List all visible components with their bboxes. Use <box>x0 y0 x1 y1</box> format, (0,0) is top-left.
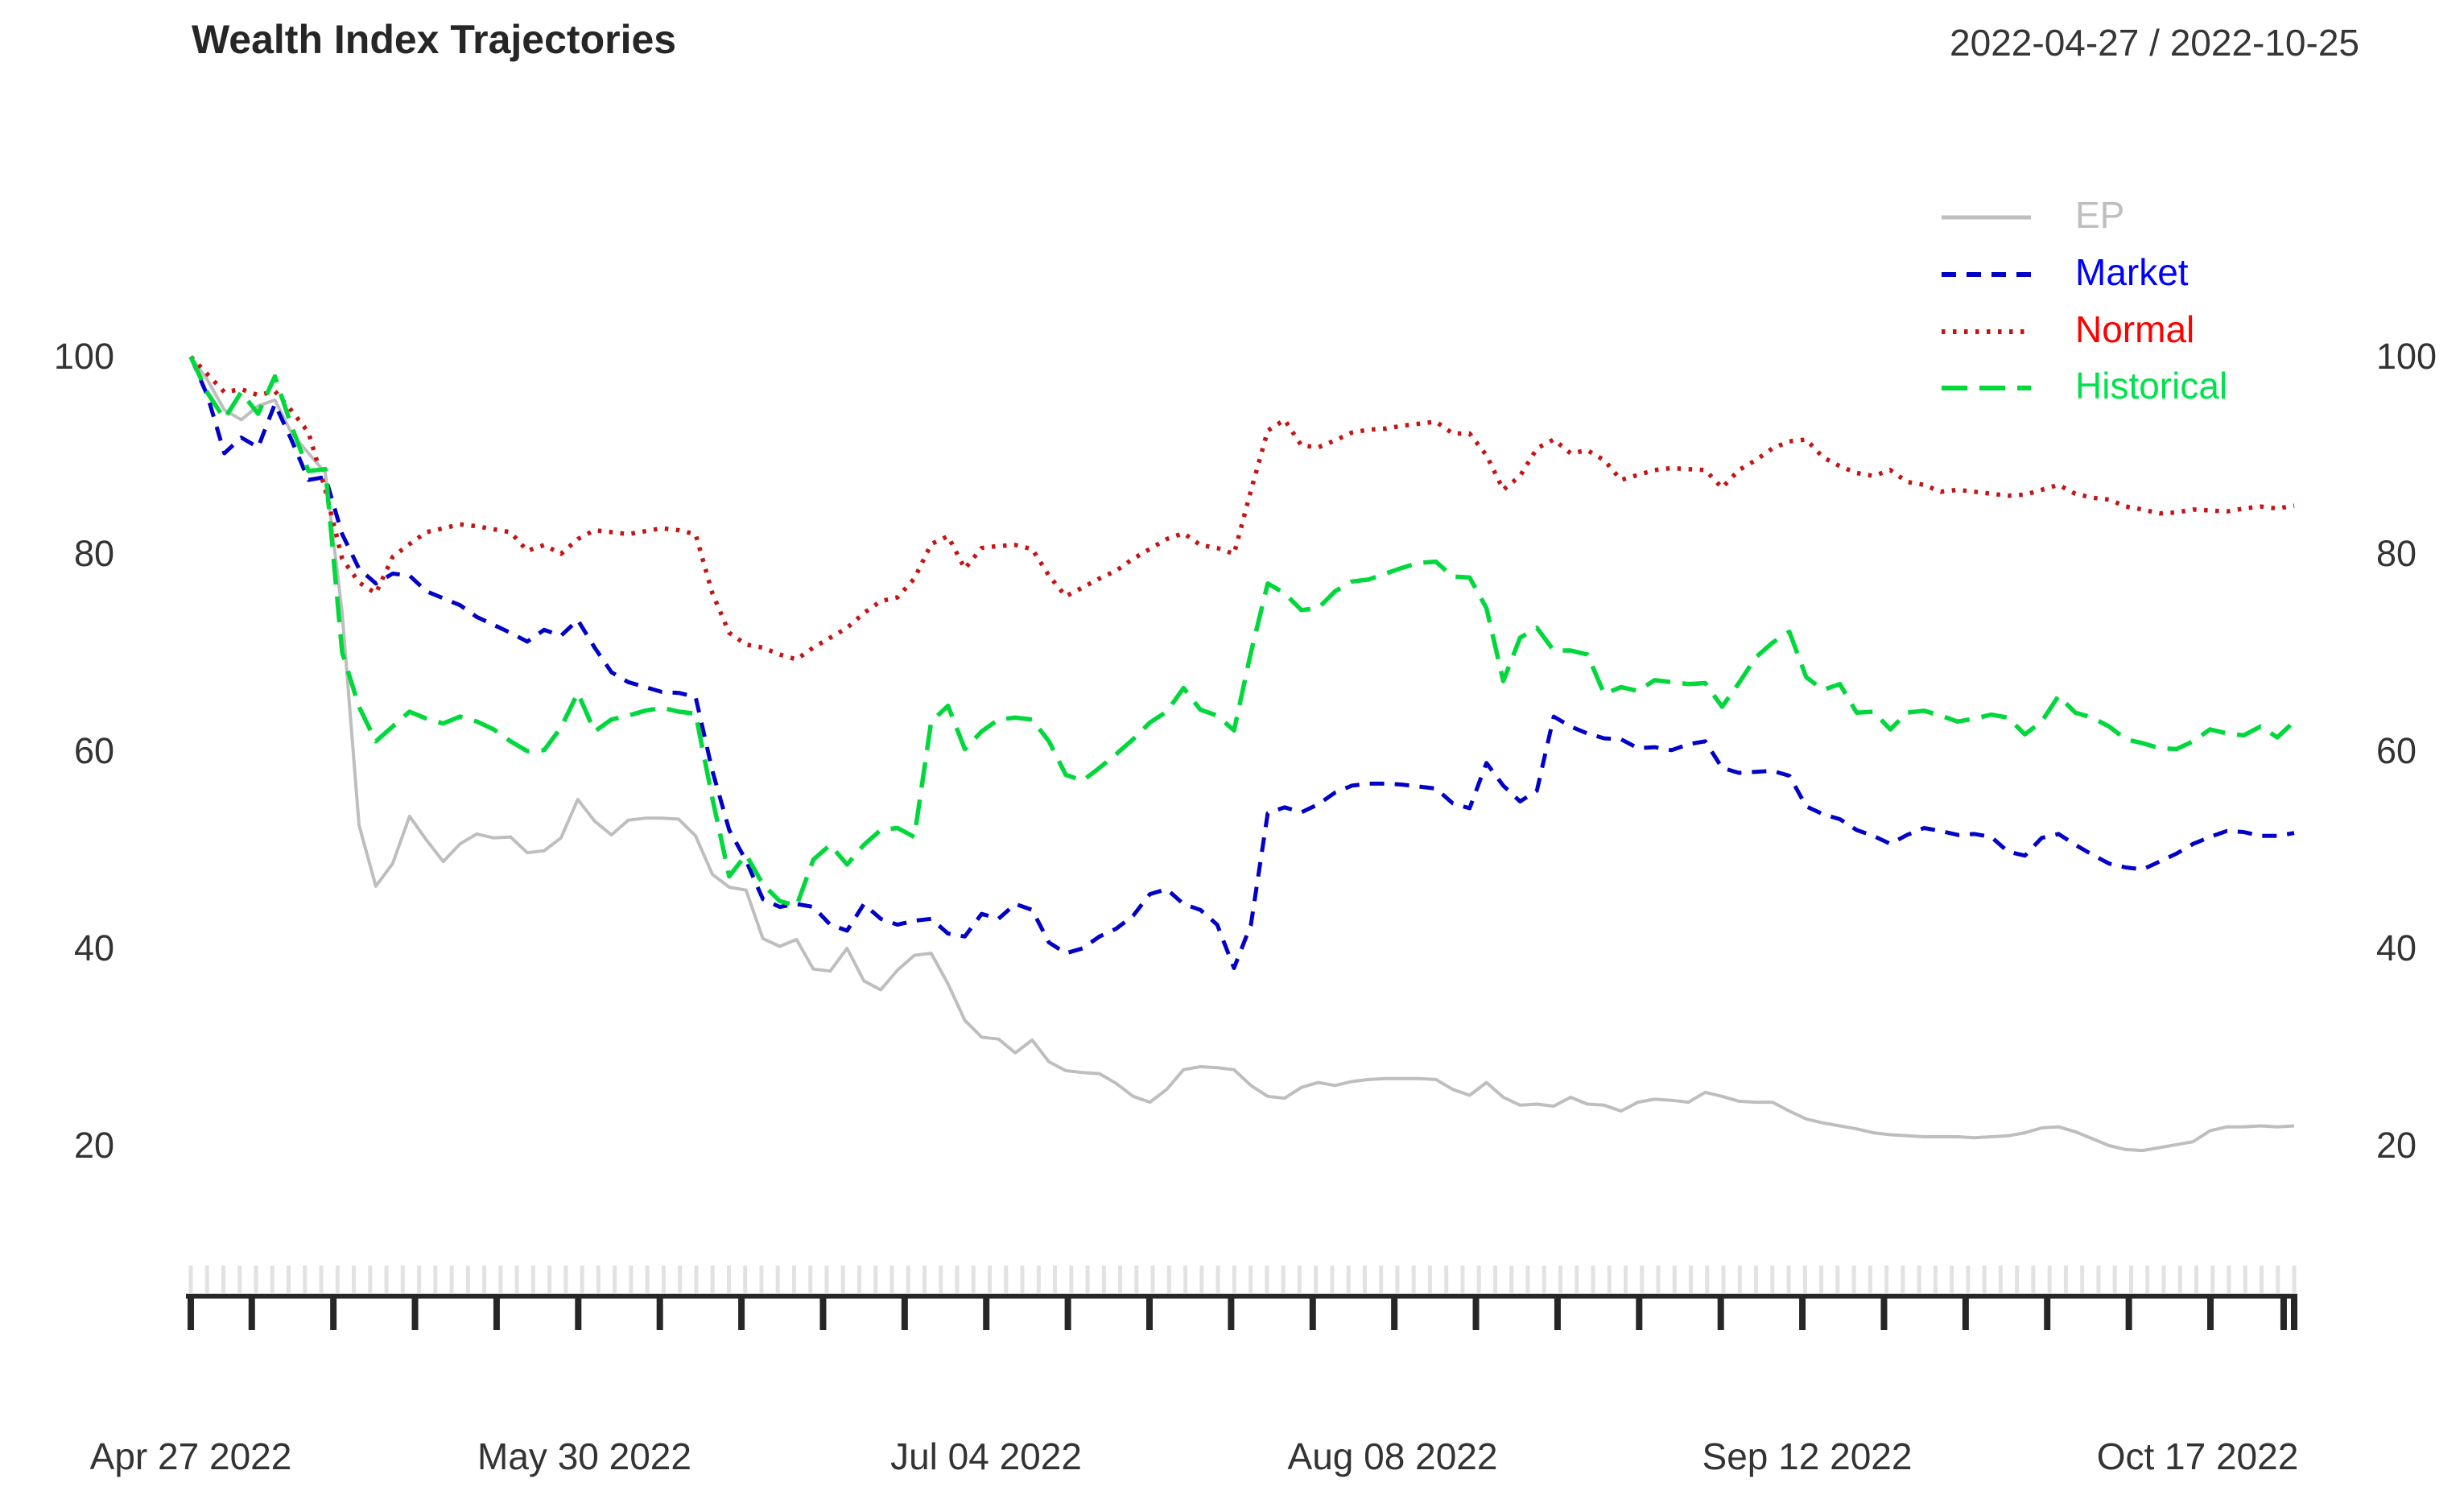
legend-line-historical <box>1942 386 2031 390</box>
legend-line-ep <box>1942 215 2031 220</box>
y-axis-label-left-80: 80 <box>73 533 114 574</box>
y-axis-label-left-20: 20 <box>73 1125 114 1166</box>
y-axis-label-right-60: 60 <box>2376 730 2417 771</box>
y-axis-label-left-40: 40 <box>73 927 114 968</box>
y-axis-label-right-20: 20 <box>2376 1125 2417 1166</box>
legend-label-market: Market <box>2075 251 2189 293</box>
x-axis-label-oct17: Oct 17 2022 <box>2096 1435 2299 1477</box>
y-axis-label-right-80: 80 <box>2376 533 2417 574</box>
legend-label-normal: Normal <box>2075 308 2195 350</box>
series-historical <box>188 355 2296 909</box>
x-axis-label-sep12: Sep 12 2022 <box>1702 1435 1913 1477</box>
chart-title: Wealth Index Trajectories <box>192 17 677 62</box>
chart-date-range: 2022-04-27 / 2022-10-25 <box>1950 22 2359 64</box>
legend-line-market <box>1942 272 2031 277</box>
series-market <box>188 356 2295 970</box>
x-axis-label-jul04: Jul 04 2022 <box>890 1435 1082 1477</box>
y-axis-label-right-100: 100 <box>2376 336 2437 377</box>
legend-label-historical: Historical <box>2075 365 2228 407</box>
x-axis-label-may30: May 30 2022 <box>477 1435 691 1477</box>
x-axis-label-aug08: Aug 08 2022 <box>1287 1435 1498 1477</box>
series-normal <box>189 355 2295 662</box>
legend-label-ep: EP <box>2075 194 2125 236</box>
y-axis-label-right-40: 40 <box>2376 927 2417 968</box>
y-axis-label-left-60: 60 <box>73 730 114 771</box>
x-axis-label-apr27: Apr 27 2022 <box>89 1435 292 1477</box>
series-ep <box>189 355 2295 1153</box>
y-axis-label-left-100: 100 <box>53 336 114 377</box>
legend-line-normal <box>1942 329 2031 334</box>
